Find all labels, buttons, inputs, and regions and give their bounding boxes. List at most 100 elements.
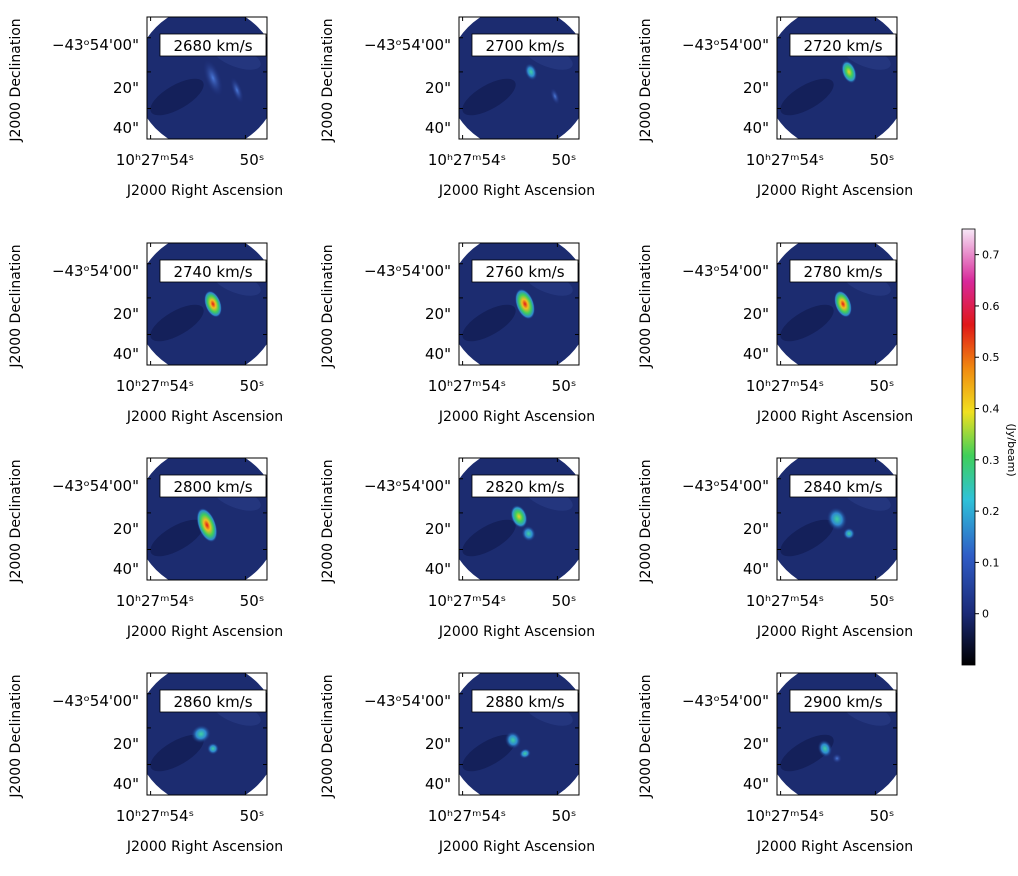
- y-axis-label: J2000 Declination: [8, 244, 24, 368]
- x-tick-label: 10ʰ27ᵐ54ˢ: [428, 151, 506, 169]
- velocity-label: 2820 km/s: [485, 478, 564, 496]
- emission: [832, 753, 842, 764]
- colorbar-tick-label: 0.5: [982, 351, 1000, 364]
- y-tick-label: −43ᵒ54'00": [364, 692, 451, 710]
- x-tick-label: 10ʰ27ᵐ54ˢ: [116, 807, 194, 825]
- y-tick-label: 20": [743, 305, 769, 323]
- x-axis-label: J2000 Right Ascension: [438, 183, 595, 199]
- map-texture: [150, 734, 204, 772]
- channel-panel: 2900 km/s −43ᵒ54'00" 20" 40" 10ʰ27ᵐ54ˢ 50ˢ J20…: [638, 672, 913, 855]
- map-texture: [462, 519, 516, 557]
- y-tick-label: 20": [113, 305, 139, 323]
- x-tick-label: 50ˢ: [870, 807, 895, 825]
- map-texture: [780, 78, 834, 116]
- y-tick-label: 40": [113, 345, 139, 363]
- x-tick-label: 50ˢ: [552, 151, 577, 169]
- channel-panel: 2880 km/s −43ᵒ54'00" 20" 40" 10ʰ27ᵐ54ˢ 50ˢ J20…: [320, 672, 595, 855]
- emission: [521, 525, 536, 542]
- emission: [504, 731, 522, 749]
- y-tick-label: −43ᵒ54'00": [364, 36, 451, 54]
- y-tick-label: −43ᵒ54'00": [364, 477, 451, 495]
- y-tick-label: −43ᵒ54'00": [682, 36, 769, 54]
- channel-panel: 2700 km/s −43ᵒ54'00" 20" 40" 10ʰ27ᵐ54ˢ 50ˢ J20…: [320, 16, 595, 199]
- y-axis-label: J2000 Declination: [8, 459, 24, 583]
- panel-frame: [458, 242, 580, 366]
- map-texture: [150, 519, 204, 557]
- y-tick-label: 40": [743, 560, 769, 578]
- x-tick-label: 10ʰ27ᵐ54ˢ: [116, 151, 194, 169]
- x-axis-label: J2000 Right Ascension: [756, 409, 913, 425]
- emission: [550, 87, 560, 105]
- channel-panel: 2760 km/s −43ᵒ54'00" 20" 40" 10ʰ27ᵐ54ˢ 50ˢ J20…: [320, 242, 595, 425]
- channel-panel: 2820 km/s −43ᵒ54'00" 20" 40" 10ʰ27ᵐ54ˢ 50ˢ J20…: [320, 457, 595, 640]
- panel-frame: [458, 672, 580, 796]
- emission: [817, 739, 833, 758]
- x-tick-label: 50ˢ: [240, 807, 265, 825]
- label-box: [159, 259, 267, 283]
- y-tick-label: 20": [743, 735, 769, 753]
- map-texture: [150, 304, 204, 342]
- channel-panel: 2800 km/s −43ᵒ54'00" 20" 40" 10ʰ27ᵐ54ˢ 50ˢ J20…: [8, 457, 283, 640]
- panel-frame: [146, 16, 268, 140]
- colorbar-tick-label: 0.3: [982, 454, 1000, 467]
- y-tick-label: −43ᵒ54'00": [52, 36, 139, 54]
- emission: [826, 507, 848, 531]
- emission: [202, 59, 224, 97]
- map-texture: [780, 304, 834, 342]
- y-tick-label: 20": [113, 735, 139, 753]
- x-tick-label: 50ˢ: [240, 592, 265, 610]
- emission: [514, 288, 536, 320]
- y-axis-label: J2000 Declination: [638, 674, 654, 798]
- x-axis-label: J2000 Right Ascension: [126, 839, 283, 855]
- y-tick-label: 20": [425, 735, 451, 753]
- x-axis-label: J2000 Right Ascension: [756, 839, 913, 855]
- colorbar-tick-label: 0.6: [982, 300, 1000, 313]
- x-tick-label: 10ʰ27ᵐ54ˢ: [746, 807, 824, 825]
- label-box: [471, 689, 579, 713]
- y-tick-label: 20": [113, 520, 139, 538]
- label-box: [159, 33, 267, 57]
- y-tick-label: 20": [743, 79, 769, 97]
- label-box: [789, 259, 897, 283]
- x-tick-label: 50ˢ: [240, 377, 265, 395]
- panel-frame: [458, 457, 580, 581]
- colorbar: [961, 228, 976, 666]
- channel-panel: 2780 km/s −43ᵒ54'00" 20" 40" 10ʰ27ᵐ54ˢ 50ˢ J20…: [638, 242, 913, 425]
- y-tick-label: 20": [425, 520, 451, 538]
- velocity-label: 2720 km/s: [803, 37, 882, 55]
- x-tick-label: 10ʰ27ᵐ54ˢ: [428, 807, 506, 825]
- label-box: [471, 474, 579, 498]
- x-axis-label: J2000 Right Ascension: [756, 183, 913, 199]
- map-texture: [462, 78, 516, 116]
- y-tick-label: −43ᵒ54'00": [52, 692, 139, 710]
- emission: [524, 63, 538, 81]
- emission: [207, 742, 219, 755]
- y-tick-label: −43ᵒ54'00": [364, 262, 451, 280]
- colorbar-label: (Jy/beam): [1005, 423, 1018, 476]
- x-tick-label: 50ˢ: [552, 807, 577, 825]
- x-axis-label: J2000 Right Ascension: [126, 409, 283, 425]
- y-tick-label: 40": [425, 560, 451, 578]
- y-tick-label: 20": [113, 79, 139, 97]
- y-tick-label: 40": [743, 775, 769, 793]
- x-tick-label: 50ˢ: [552, 592, 577, 610]
- label-box: [159, 474, 267, 498]
- y-tick-label: −43ᵒ54'00": [682, 262, 769, 280]
- x-tick-label: 50ˢ: [240, 151, 265, 169]
- x-axis-label: J2000 Right Ascension: [756, 624, 913, 640]
- y-axis-label: J2000 Declination: [320, 674, 336, 798]
- colorbar-tick-label: 0: [982, 608, 989, 621]
- x-tick-label: 50ˢ: [870, 151, 895, 169]
- map-texture: [462, 304, 516, 342]
- y-tick-label: 20": [425, 305, 451, 323]
- colorbar-tick-label: 0.2: [982, 505, 1000, 518]
- x-tick-label: 10ʰ27ᵐ54ˢ: [428, 377, 506, 395]
- channel-panel: 2680 km/s −43ᵒ54'00" 20" 40" 10ʰ27ᵐ54ˢ 50ˢ J20…: [8, 16, 283, 199]
- x-tick-label: 10ʰ27ᵐ54ˢ: [746, 151, 824, 169]
- emission: [834, 290, 852, 318]
- panel-frame: [776, 457, 898, 581]
- emission: [510, 504, 528, 529]
- emission: [843, 527, 855, 540]
- y-tick-label: 40": [113, 119, 139, 137]
- emission: [196, 507, 218, 543]
